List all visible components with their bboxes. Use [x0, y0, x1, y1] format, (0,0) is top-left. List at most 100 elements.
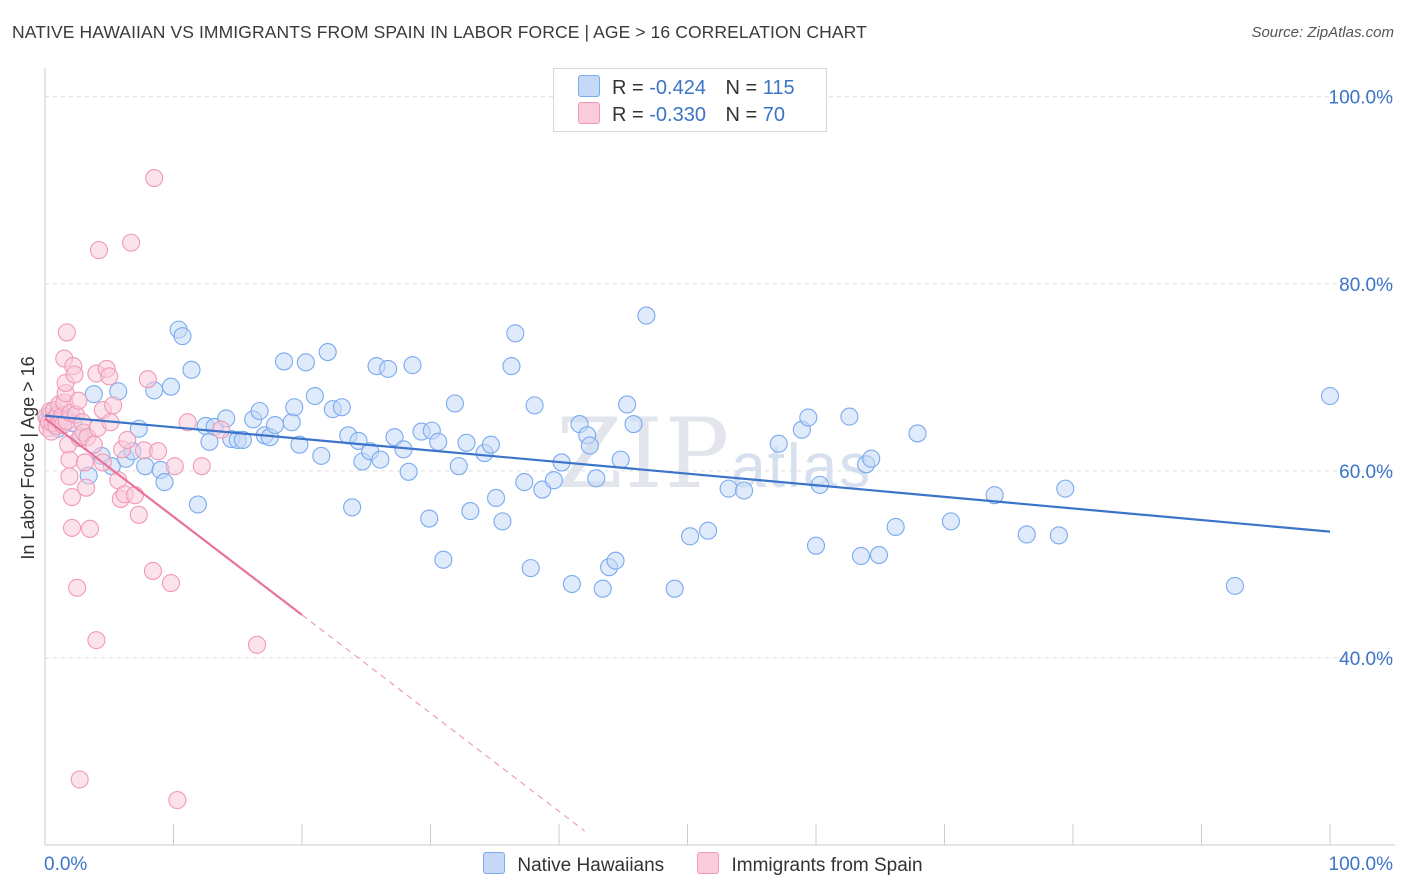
watermark-big: ZIP — [556, 398, 732, 510]
spain-immigrant-point — [60, 450, 79, 469]
native-hawaiian-point — [521, 559, 540, 578]
native-hawaiian-point — [371, 450, 390, 469]
trend-line-extension — [301, 614, 586, 832]
x-tick-label: 100.0% — [1329, 854, 1394, 875]
native-hawaiian-point — [806, 536, 826, 555]
native-hawaiian-point — [312, 446, 331, 465]
y-axis-label: In Labor Force | Age > 16 — [18, 356, 38, 559]
series-native-hawaiians-points — [37, 169, 267, 810]
native-hawaiian-point — [1056, 479, 1075, 498]
legend-label: Native Hawaiians — [517, 855, 665, 876]
spain-immigrant-point — [165, 457, 184, 476]
legend-swatch-pink — [578, 102, 600, 124]
spain-immigrant-point — [62, 487, 82, 507]
native-hawaiian-point — [562, 574, 581, 594]
native-hawaiian-point — [84, 385, 103, 404]
native-hawaiian-point — [525, 396, 544, 415]
legend-r-value: -0.424 — [649, 77, 706, 99]
spain-immigrant-point — [122, 233, 141, 252]
native-hawaiian-point — [734, 481, 754, 500]
spain-immigrant-point — [192, 457, 211, 476]
native-hawaiian-point — [506, 324, 525, 343]
native-hawaiian-point — [305, 386, 324, 406]
x-tick-label: 0.0% — [44, 854, 87, 875]
trend-line-native-hawaiians — [44, 414, 1331, 533]
native-hawaiian-point — [851, 546, 871, 566]
spain-immigrant-point — [80, 519, 100, 538]
spain-immigrant-point — [125, 486, 144, 505]
spain-immigrant-point — [129, 505, 148, 524]
spain-immigrant-point — [84, 435, 103, 454]
spain-immigrant-point — [211, 420, 231, 439]
legend-row-native-hawaiians: R = -0.424 N = 115 — [578, 75, 795, 101]
native-hawaiian-point — [481, 435, 500, 454]
native-hawaiian-point — [173, 327, 192, 346]
native-hawaiian-point — [188, 495, 207, 514]
native-hawaiian-point — [420, 509, 439, 528]
spain-immigrant-point — [100, 367, 119, 386]
legend-n-value: 70 — [762, 104, 786, 126]
spain-immigrant-point — [104, 396, 123, 415]
native-hawaiian-point — [486, 488, 506, 508]
native-hawaiian-point — [699, 521, 718, 540]
native-hawaiian-point — [665, 579, 684, 598]
spain-immigrant-point — [149, 442, 168, 461]
native-hawaiian-point — [515, 473, 534, 492]
spain-immigrant-point — [89, 241, 109, 260]
native-hawaiian-point — [681, 527, 700, 546]
spain-immigrant-point — [75, 453, 94, 472]
axes — [44, 68, 1395, 846]
native-hawaiian-point — [461, 502, 480, 521]
spain-immigrant-point — [60, 467, 79, 486]
native-hawaiian-point — [593, 579, 612, 598]
native-hawaiian-point — [250, 401, 269, 421]
native-hawaiian-point — [332, 398, 351, 417]
native-hawaiian-point — [265, 415, 285, 435]
axis-labels: 40.0% 60.0% 80.0% 100.0% 0.0% 100.0% In Labor … — [18, 88, 1393, 875]
native-hawaiian-point — [941, 512, 960, 531]
native-hawaiian-point — [290, 435, 309, 454]
native-hawaiian-point — [434, 550, 453, 569]
native-hawaiian-point — [862, 449, 881, 468]
spain-immigrant-point — [68, 578, 87, 597]
legend-r-label: R = — [612, 77, 644, 99]
native-hawaiian-point — [624, 415, 643, 434]
y-tick-label: 40.0% — [1339, 649, 1393, 670]
spain-immigrant-point — [178, 413, 197, 432]
spain-immigrant-point — [70, 770, 89, 789]
native-hawaiian-point — [1320, 386, 1340, 406]
native-hawaiian-point — [769, 434, 788, 453]
legend-row-immigrants-from-spain: R = -0.330 N = 70 — [578, 102, 785, 128]
spain-immigrant-point — [161, 574, 180, 593]
native-hawaiian-point — [385, 428, 404, 447]
native-hawaiian-point — [886, 517, 905, 537]
native-hawaiian-point — [587, 469, 606, 488]
native-hawaiian-point — [1017, 525, 1036, 544]
legend-swatch-pink — [697, 852, 720, 874]
native-hawaiian-point — [799, 408, 818, 427]
native-hawaiian-point — [161, 377, 180, 396]
spain-immigrant-point — [77, 478, 96, 497]
trend-line-immigrants-from-spain — [44, 417, 303, 616]
spain-immigrant-point — [168, 791, 187, 810]
native-hawaiian-point — [429, 432, 448, 451]
native-hawaiian-point — [379, 359, 398, 378]
legend-swatch-blue — [483, 852, 506, 874]
series-native-hawaiians — [38, 306, 1340, 598]
native-hawaiian-point — [493, 512, 512, 531]
native-hawaiian-point — [282, 413, 301, 432]
native-hawaiian-point — [985, 486, 1004, 505]
source-label: Source: ZipAtlas.com — [1251, 24, 1394, 41]
chart-title: NATIVE HAWAIIAN VS IMMIGRANTS FROM SPAIN… — [12, 22, 867, 42]
native-hawaiian-point — [296, 353, 315, 372]
legend-n-value: 115 — [762, 77, 795, 99]
native-hawaiian-point — [840, 407, 859, 426]
native-hawaiian-point — [869, 545, 889, 565]
native-hawaiian-point — [1225, 576, 1244, 595]
native-hawaiian-point — [618, 395, 637, 414]
spain-immigrant-point — [62, 518, 82, 537]
native-hawaiian-point — [719, 479, 738, 498]
series-legend: Native Hawaiians Immigrants from Spain — [0, 852, 1406, 877]
legend-r-value: -0.330 — [649, 104, 706, 126]
correlation-legend: R = -0.424 N = 115 R = -0.330 N = 70 — [553, 68, 827, 132]
